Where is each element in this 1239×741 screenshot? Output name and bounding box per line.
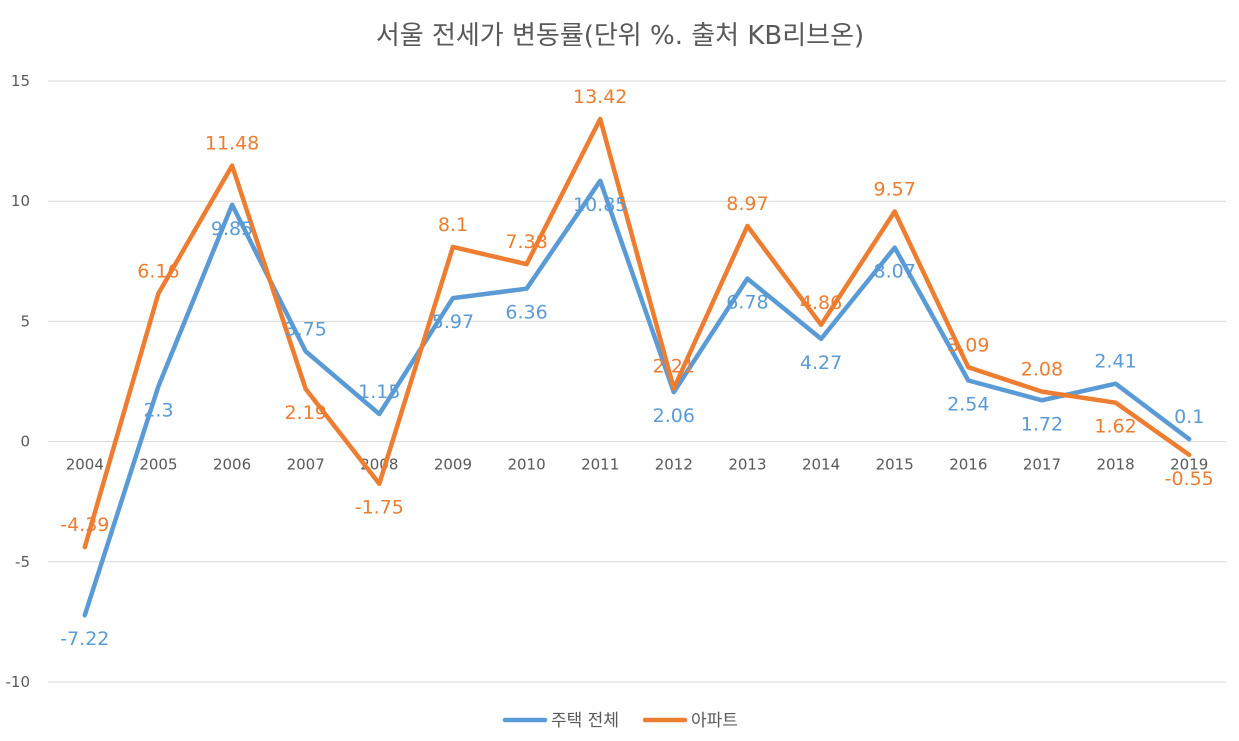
data-label: 6.36 [505, 302, 547, 324]
x-tick-label: 2010 [507, 456, 545, 474]
y-tick-label: -5 [15, 553, 30, 571]
data-label: 2.08 [1021, 359, 1063, 381]
series-layer [82, 116, 1192, 618]
data-label: 0.1 [1174, 406, 1204, 428]
data-label: 8.97 [726, 193, 768, 215]
x-tick-label: 2017 [1023, 456, 1061, 474]
data-label: 7.38 [505, 231, 547, 253]
data-labels: -7.22 2.3 9.85 3.75 1.15 5.97 6.36 10.85 2.06 6.7… [60, 86, 1214, 650]
data-label: 6.16 [137, 261, 179, 283]
data-label: 8.1 [438, 214, 468, 236]
x-tick-label: 2009 [434, 456, 472, 474]
data-label: 8.07 [874, 261, 916, 283]
y-tick-label: 5 [20, 312, 30, 330]
legend-label: 아파트 [691, 711, 738, 731]
data-label: 2.54 [947, 394, 989, 416]
data-label: 3.75 [285, 318, 327, 340]
data-label: 2.3 [143, 399, 173, 421]
data-label: -0.55 [1165, 468, 1214, 490]
x-tick-label: 2014 [802, 456, 840, 474]
x-tick-label: 2018 [1096, 456, 1134, 474]
data-label: 9.57 [874, 179, 916, 201]
data-label: 2.06 [653, 405, 695, 427]
data-label: 2.19 [285, 402, 327, 424]
x-axis: 2004 2005 2006 2007 2008 2009 2010 2011 2012 2013… [66, 456, 1209, 474]
x-tick-label: 2013 [728, 456, 766, 474]
x-tick-label: 2019 [1170, 456, 1208, 474]
data-label: 4.86 [800, 292, 842, 314]
data-label: -4.39 [60, 514, 109, 536]
data-label: 13.42 [573, 86, 627, 108]
legend: 주택 전체 아파트 [502, 711, 738, 731]
y-tick-label: -10 [6, 673, 31, 691]
x-tick-label: 2011 [581, 456, 619, 474]
y-tick-label: 10 [11, 192, 30, 210]
data-label: 2.21 [653, 355, 695, 377]
data-label: 1.72 [1021, 413, 1063, 435]
data-label: -7.22 [60, 628, 109, 650]
y-tick-label: 15 [11, 72, 30, 90]
x-tick-label: 2015 [876, 456, 914, 474]
data-label: -1.75 [355, 497, 404, 519]
x-tick-label: 2012 [655, 456, 693, 474]
y-axis: -10 -5 0 5 10 15 [6, 72, 31, 691]
data-label: 1.62 [1094, 416, 1136, 438]
data-label: 5.97 [432, 311, 474, 333]
data-label: 9.85 [211, 218, 253, 240]
x-tick-label: 2005 [139, 456, 177, 474]
data-label: 10.85 [573, 194, 627, 216]
chart-title: 서울 전세가 변동률(단위 %. 출처 KB리브온) [376, 21, 864, 51]
legend-label: 주택 전체 [551, 711, 619, 731]
series-line-2 [82, 116, 1192, 550]
x-tick-label: 2004 [66, 456, 104, 474]
data-label: 11.48 [205, 133, 259, 155]
data-label: 6.78 [726, 292, 768, 314]
data-label: 3.09 [947, 334, 989, 356]
data-label: 2.41 [1094, 351, 1136, 373]
data-label: 4.27 [800, 352, 842, 374]
data-label: 1.15 [358, 381, 400, 403]
y-tick-label: 0 [20, 433, 30, 451]
x-tick-label: 2016 [949, 456, 987, 474]
x-tick-label: 2006 [213, 456, 251, 474]
grid-lines [48, 80, 1226, 683]
x-tick-label: 2007 [287, 456, 325, 474]
